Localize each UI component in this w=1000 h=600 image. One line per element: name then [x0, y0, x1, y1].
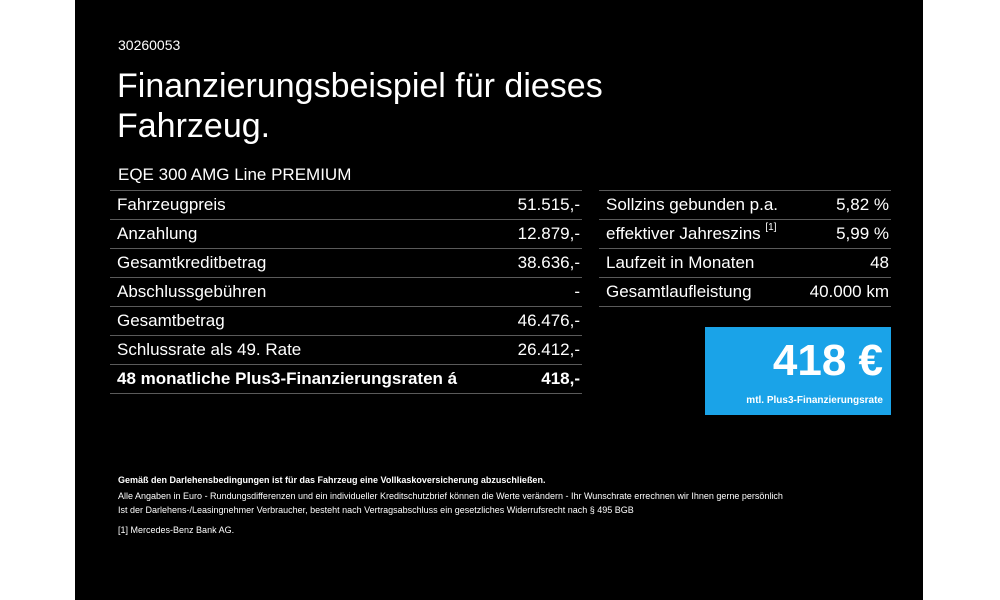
table-row: Anzahlung 12.879,-: [110, 220, 582, 249]
row-value: 26.412,-: [517, 340, 580, 359]
row-value: 38.636,-: [517, 253, 580, 272]
row-value: 5,82 %: [836, 195, 889, 214]
footnote-mark: [1]: [118, 525, 129, 535]
row-value: 5,99 %: [836, 224, 889, 243]
monthly-rate-row: 48 monatliche Plus3-Finanzierungsraten á…: [110, 365, 582, 394]
disclaimer-line: Alle Angaben in Euro - Rundungsdifferenz…: [118, 491, 783, 501]
footnote-text: Mercedes-Benz Bank AG.: [130, 525, 235, 535]
row-value: 40.000 km: [809, 282, 889, 301]
rate-amount: 418 €: [772, 336, 883, 385]
row-label: 48 monatliche Plus3-Finanzierungsraten á: [117, 369, 458, 388]
row-label: Abschlussgebühren: [117, 282, 267, 301]
page-title: Finanzierungsbeispiel für dieses Fahrzeu…: [117, 67, 603, 145]
insurance-note: Gemäß den Darlehensbedingungen ist für d…: [118, 475, 546, 485]
table-row: Laufzeit in Monaten 48: [599, 249, 891, 278]
footnote-mark: [1]: [765, 222, 777, 233]
row-label: Gesamtlaufleistung: [606, 282, 752, 301]
legal-notes: Gemäß den Darlehensbedingungen ist für d…: [118, 473, 898, 537]
rate-label: mtl. Plus3-Finanzierungsrate: [746, 395, 883, 406]
table-row: Fahrzeugpreis 51.515,-: [110, 190, 582, 220]
row-value: 12.879,-: [517, 224, 580, 243]
table-row: Sollzins gebunden p.a. 5,82 %: [599, 190, 891, 220]
row-value: 51.515,-: [517, 195, 580, 214]
footnote: [1] Mercedes-Benz Bank AG.: [118, 523, 898, 537]
model-name: EQE 300 AMG Line PREMIUM: [118, 165, 352, 184]
row-label: Schlussrate als 49. Rate: [117, 340, 302, 359]
row-label: Laufzeit in Monaten: [606, 253, 755, 272]
row-label: Gesamtbetrag: [117, 311, 225, 330]
row-value: 48: [870, 253, 889, 272]
monthly-rate-box: 418 € mtl. Plus3-Finanzierungsrate: [705, 327, 891, 415]
financing-sheet: 30260053 Finanzierungsbeispiel für diese…: [75, 0, 923, 600]
row-label: Anzahlung: [117, 224, 198, 243]
table-row: Abschlussgebühren -: [110, 278, 582, 307]
table-row: effektiver Jahreszins [1] 5,99 %: [599, 220, 891, 249]
row-label: effektiver Jahreszins [1]: [606, 222, 777, 244]
row-value: -: [574, 282, 580, 301]
table-row: Gesamtlaufleistung 40.000 km: [599, 278, 891, 307]
row-label: Gesamtkreditbetrag: [117, 253, 267, 272]
reference-number: 30260053: [118, 37, 181, 53]
terms-table: Sollzins gebunden p.a. 5,82 % effektiver…: [599, 190, 891, 307]
row-label: Fahrzeugpreis: [117, 195, 226, 214]
row-value: 46.476,-: [517, 311, 580, 330]
row-label: Sollzins gebunden p.a.: [606, 195, 779, 214]
table-row: Gesamtbetrag 46.476,-: [110, 307, 582, 336]
table-row: Schlussrate als 49. Rate 26.412,-: [110, 336, 582, 365]
disclaimer-line: Ist der Darlehens-/Leasingnehmer Verbrau…: [118, 505, 634, 515]
table-row: Gesamtkreditbetrag 38.636,-: [110, 249, 582, 278]
price-table: Fahrzeugpreis 51.515,- Anzahlung 12.879,…: [110, 190, 582, 394]
row-value: 418,-: [541, 369, 580, 388]
row-label-text: effektiver Jahreszins: [606, 224, 761, 243]
